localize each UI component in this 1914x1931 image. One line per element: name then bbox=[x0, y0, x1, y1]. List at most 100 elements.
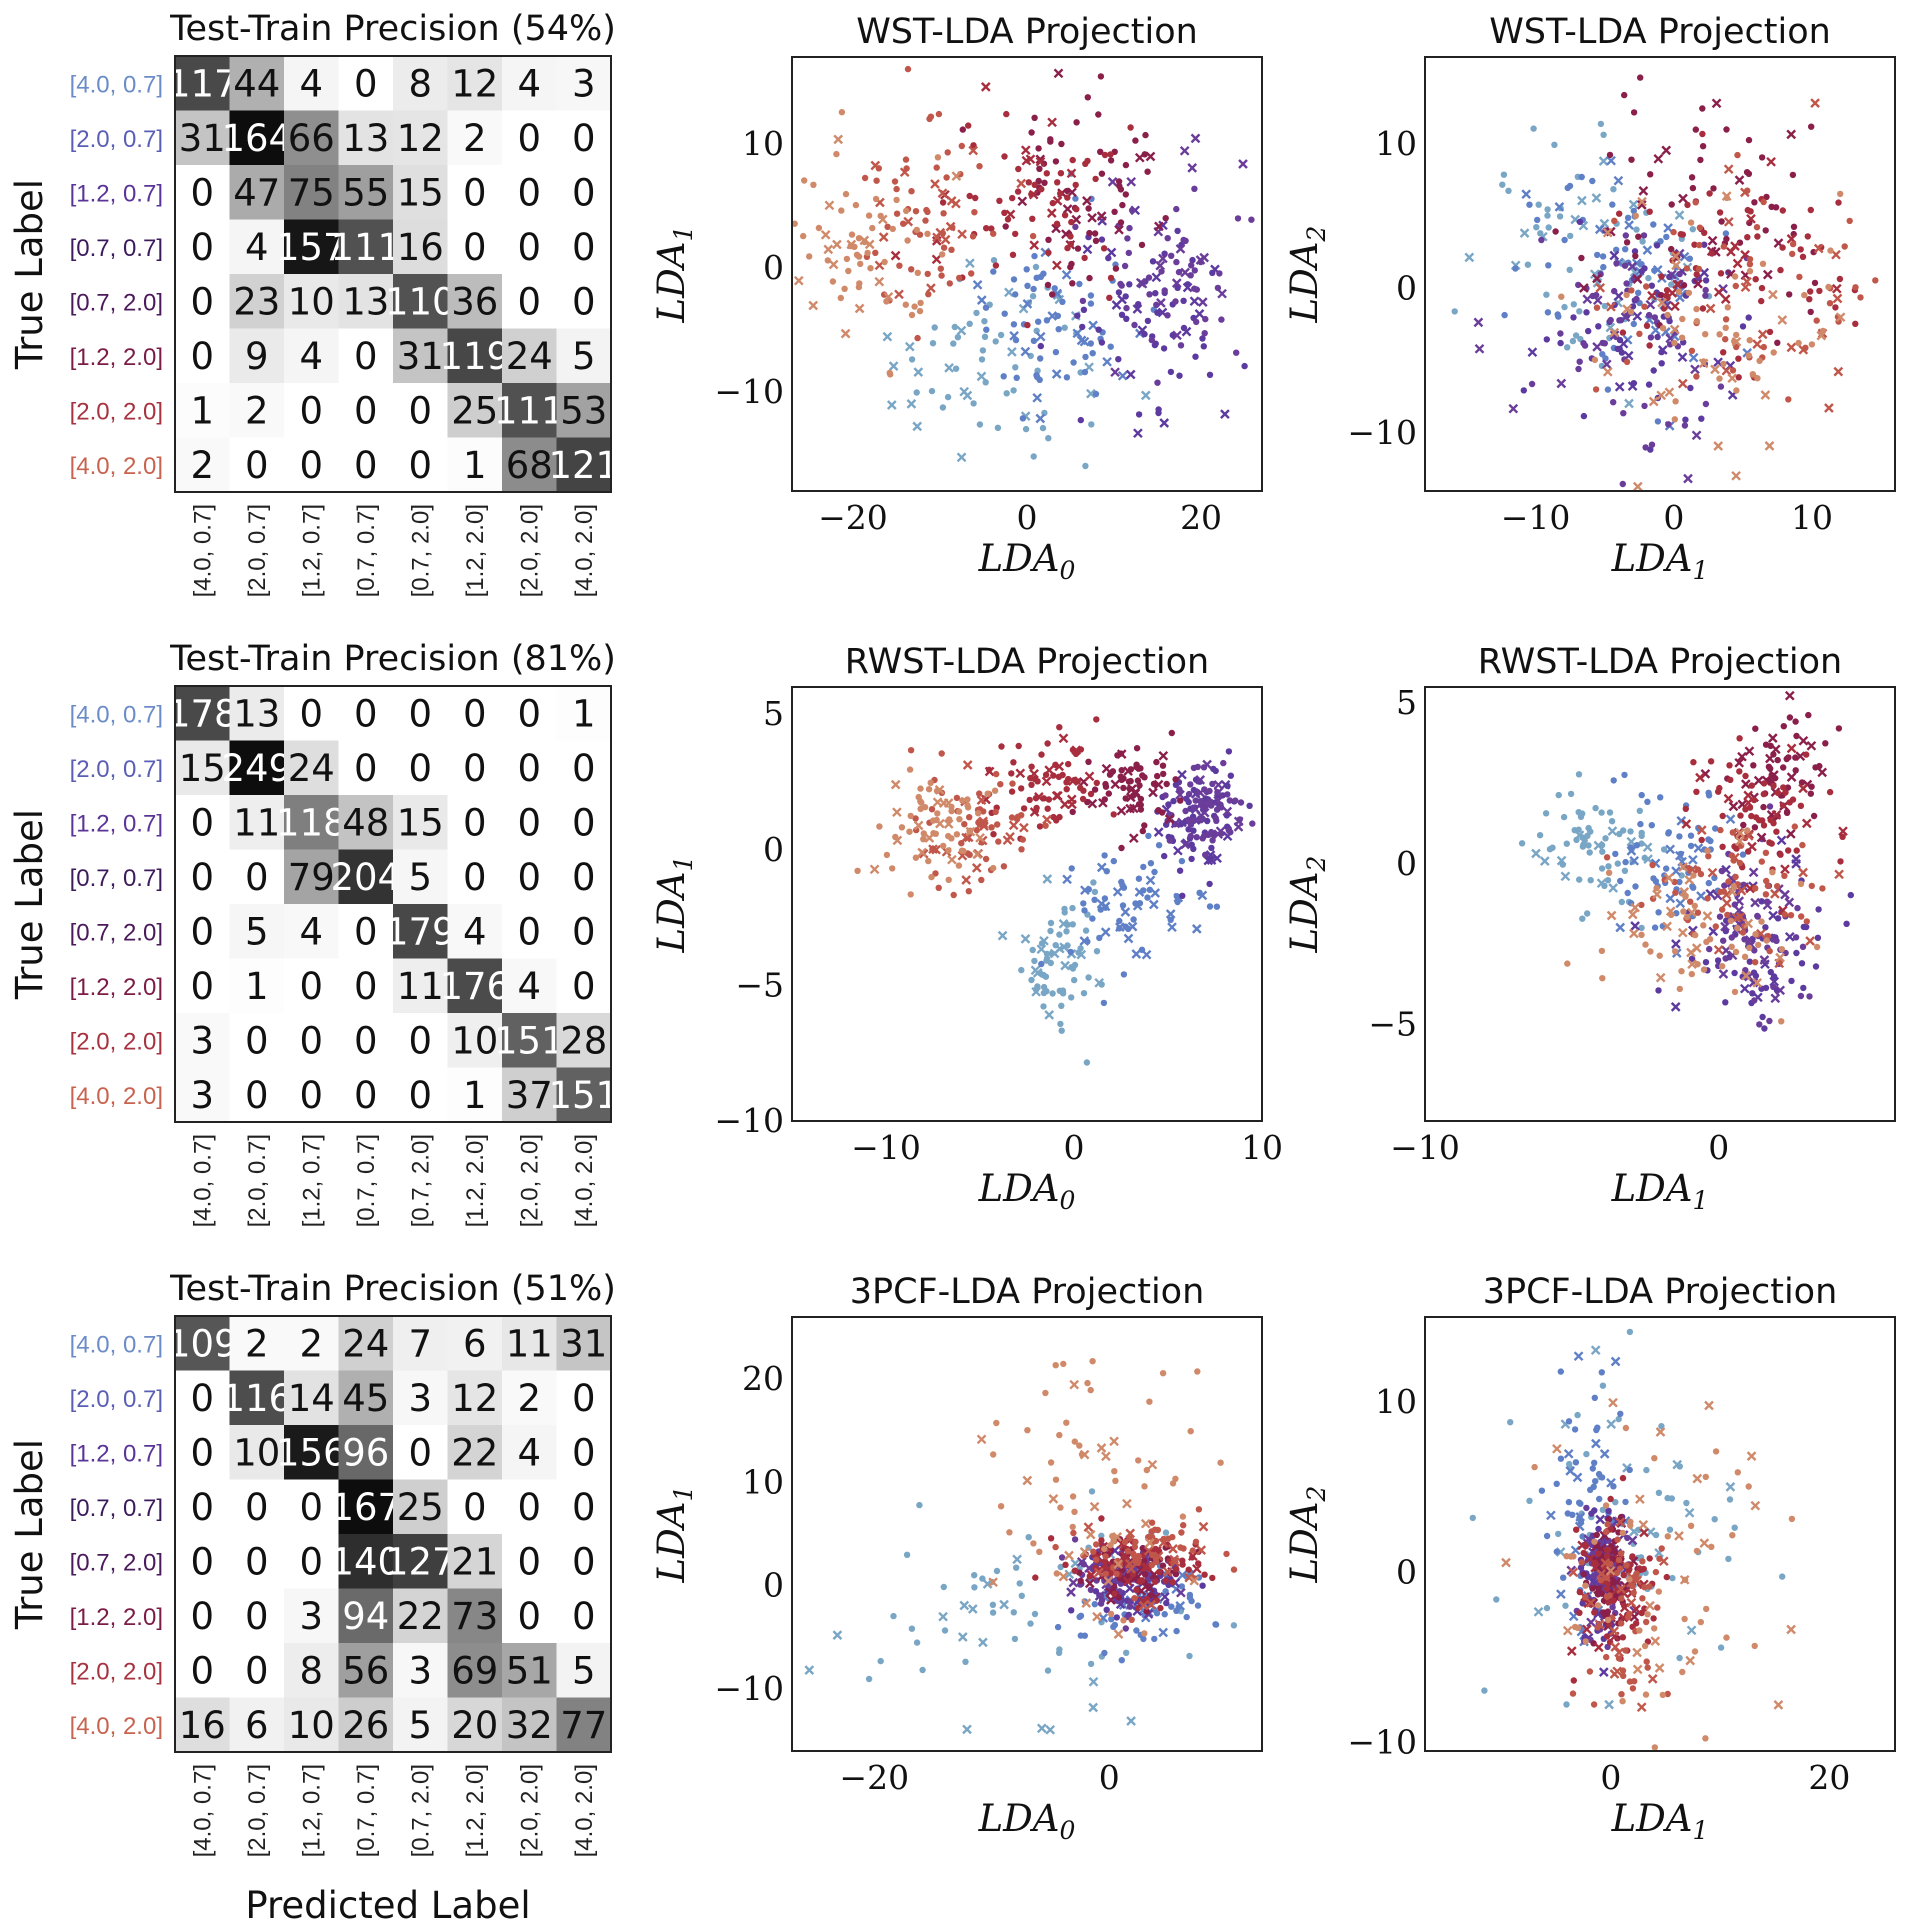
point-cross bbox=[1775, 952, 1785, 963]
point-dot bbox=[1812, 963, 1820, 970]
heatmap-cell bbox=[556, 1643, 612, 1698]
point-cross bbox=[1173, 845, 1183, 856]
point-cross bbox=[1573, 1351, 1584, 1362]
point-cross bbox=[1672, 1459, 1683, 1470]
point-dot bbox=[1163, 1599, 1170, 1607]
point-dot bbox=[1098, 1537, 1105, 1544]
point-dot bbox=[1071, 776, 1078, 784]
point-dot bbox=[867, 265, 874, 272]
point-dot bbox=[1579, 1533, 1586, 1540]
point-dot bbox=[1080, 900, 1087, 907]
point-dot bbox=[1826, 300, 1834, 307]
point-dot bbox=[941, 1627, 949, 1634]
heatmap-cell bbox=[338, 274, 394, 329]
point-cross bbox=[1838, 826, 1848, 837]
point-dot bbox=[1745, 352, 1753, 359]
point-dot bbox=[1569, 1690, 1577, 1697]
point-cross bbox=[1464, 252, 1475, 263]
point-dot bbox=[1537, 230, 1544, 237]
point-dot bbox=[1172, 298, 1179, 305]
cell-value: 0 bbox=[572, 117, 596, 160]
point-dot bbox=[1576, 1588, 1584, 1596]
point-dot bbox=[1592, 804, 1599, 812]
point-dot bbox=[1192, 797, 1199, 804]
point-cross bbox=[1685, 1655, 1696, 1666]
point-dot bbox=[1549, 844, 1556, 851]
point-cross bbox=[1100, 927, 1111, 937]
point-dot bbox=[908, 311, 916, 319]
cell-value: 10 bbox=[288, 280, 335, 323]
point-dot bbox=[1658, 292, 1665, 299]
point-cross bbox=[1630, 902, 1640, 913]
point-dot bbox=[1187, 272, 1194, 279]
point-dot bbox=[1100, 999, 1108, 1007]
cell-value: 23 bbox=[233, 280, 280, 323]
point-dot bbox=[961, 821, 968, 828]
point-dot bbox=[1760, 790, 1768, 798]
point-dot bbox=[1691, 1648, 1699, 1655]
point-cross bbox=[1117, 294, 1127, 305]
point-dot bbox=[902, 301, 909, 308]
point-cross bbox=[971, 863, 982, 873]
heatmap-cell bbox=[284, 219, 339, 275]
point-dot bbox=[912, 1771, 918, 1777]
point-cross bbox=[1718, 969, 1729, 979]
point-cross bbox=[1531, 848, 1541, 859]
heatmap-cell bbox=[175, 1013, 230, 1068]
point-dot bbox=[1120, 884, 1128, 891]
point-cross bbox=[959, 1600, 970, 1611]
point-dot bbox=[1054, 1623, 1062, 1631]
point-cross bbox=[1626, 1597, 1637, 1608]
point-dot bbox=[1192, 353, 1199, 360]
heatmap-cell bbox=[338, 383, 394, 438]
point-dot bbox=[1791, 823, 1799, 830]
point-dot bbox=[1559, 861, 1567, 868]
cell-value: 0 bbox=[190, 1540, 214, 1583]
point-dot bbox=[1619, 1634, 1627, 1641]
point-cross bbox=[965, 826, 976, 837]
point-dot bbox=[1639, 238, 1646, 245]
point-dot bbox=[1723, 1634, 1730, 1641]
point-dot bbox=[1843, 920, 1850, 927]
point-dot bbox=[918, 799, 925, 806]
point-dot bbox=[934, 154, 942, 161]
point-cross bbox=[1655, 1427, 1666, 1437]
point-dot bbox=[1142, 131, 1149, 139]
point-dot bbox=[970, 142, 977, 149]
y-tick-label: 0 bbox=[1396, 844, 1417, 883]
point-dot bbox=[810, 181, 817, 188]
point-dot bbox=[1209, 1574, 1216, 1582]
point-cross bbox=[1036, 944, 1047, 955]
point-dot bbox=[1505, 187, 1512, 194]
point-dot bbox=[1752, 276, 1759, 283]
point-dot bbox=[1730, 857, 1738, 864]
point-cross bbox=[1606, 155, 1616, 166]
point-dot bbox=[1069, 808, 1076, 816]
point-cross bbox=[1832, 293, 1843, 304]
point-cross bbox=[1079, 1546, 1090, 1557]
point-cross bbox=[1705, 303, 1716, 314]
point-cross bbox=[1019, 822, 1029, 833]
point-dot bbox=[928, 806, 936, 813]
column-label: [0.7, 2.0] bbox=[407, 1134, 434, 1227]
point-dot bbox=[1576, 358, 1583, 365]
point-dot bbox=[1779, 802, 1787, 809]
heatmap-cell bbox=[502, 1479, 557, 1535]
point-dot bbox=[1676, 985, 1684, 993]
column-label: [1.2, 2.0] bbox=[462, 504, 489, 597]
point-dot bbox=[1028, 781, 1035, 788]
point-dot bbox=[1650, 367, 1657, 374]
point-dot bbox=[1658, 1545, 1665, 1552]
point-dot bbox=[792, 220, 798, 227]
point-dot bbox=[1810, 812, 1818, 820]
point-dot bbox=[1681, 422, 1689, 429]
point-dot bbox=[959, 126, 966, 133]
heatmap-cell bbox=[393, 1425, 448, 1480]
point-dot bbox=[1573, 1526, 1580, 1533]
point-dot bbox=[1177, 342, 1185, 349]
point-dot bbox=[1663, 287, 1671, 294]
point-dot bbox=[1029, 232, 1037, 240]
point-dot bbox=[1090, 879, 1097, 886]
point-dot bbox=[1599, 253, 1607, 260]
